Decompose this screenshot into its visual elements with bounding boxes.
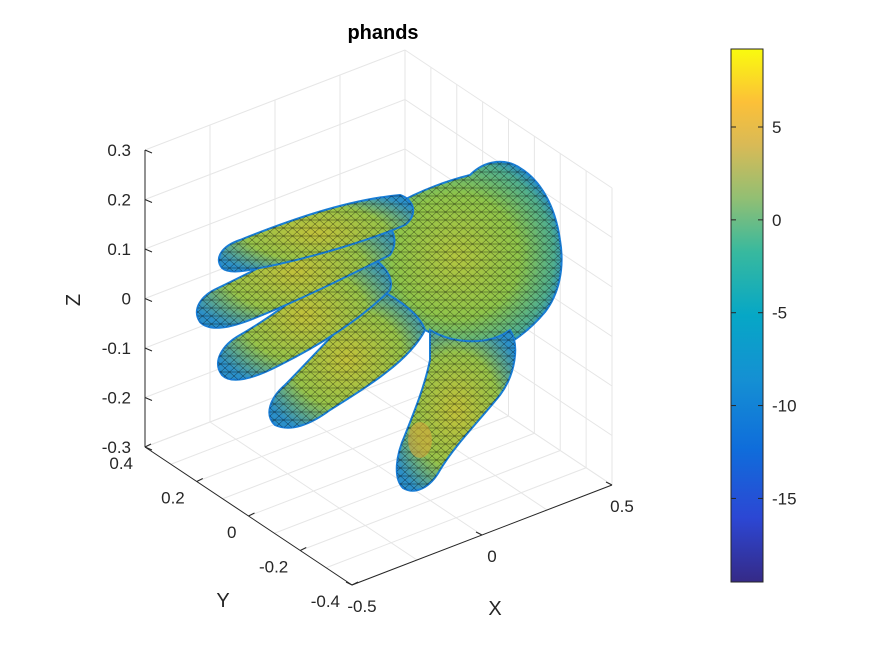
colorbar-tick-label: -10 [772,397,797,416]
chart-title: phands [347,22,418,44]
z-tick-mark [144,397,153,401]
z-tick-mark [144,199,153,203]
x-axis-label: X [488,598,501,620]
x-tick-label: -0.5 [347,597,376,616]
z-tick-label: -0.2 [102,389,131,408]
x-tick-label: 0.5 [610,497,634,516]
colorbar-tick-label: 0 [772,211,781,230]
y-tick-mark [351,581,359,586]
y-tick-label: 0.2 [161,489,185,508]
colorbar-tick-label: 5 [772,118,781,137]
x-tick-label: 0 [487,547,496,566]
z-tick-mark [144,446,153,451]
y-tick-mark [196,478,203,482]
z-tick-mark [144,347,153,352]
z-tick-label: -0.3 [102,438,131,457]
colorbar: 5 0 -5 -10 -15 [730,48,797,583]
z-tick-label: 0.3 [107,141,131,160]
x-tick-mark [345,581,353,586]
y-tick-label: -0.2 [259,558,288,577]
z-tick-label: 0.2 [107,191,131,210]
y-tick-label: 0.4 [109,454,133,473]
y-tick-label: 0 [227,523,236,542]
z-tick-mark [144,149,153,154]
z-tick-label: -0.1 [102,339,131,358]
colorbar-gradient [730,48,764,583]
y-tick-mark [144,443,152,448]
z-tick-mark [144,298,153,302]
y-tick-label: -0.4 [311,592,340,611]
y-tick-mark [300,547,307,551]
z-tick-label: 0.1 [107,240,131,259]
z-tick-label: 0 [122,290,131,309]
y-axis-label: Y [216,590,229,612]
z-tick-mark [144,248,153,253]
hand-mesh-surface [195,160,563,492]
y-tick-mark [248,512,255,517]
x-tick-mark [605,481,613,486]
grid-line [325,467,587,569]
grid-line [300,450,561,551]
x-tick-mark [475,531,483,536]
grid-line [196,381,457,482]
colorbar-tick-label: -5 [772,304,787,323]
z-axis-label: Z [63,294,85,306]
colorbar-tick-label: -15 [772,489,797,508]
